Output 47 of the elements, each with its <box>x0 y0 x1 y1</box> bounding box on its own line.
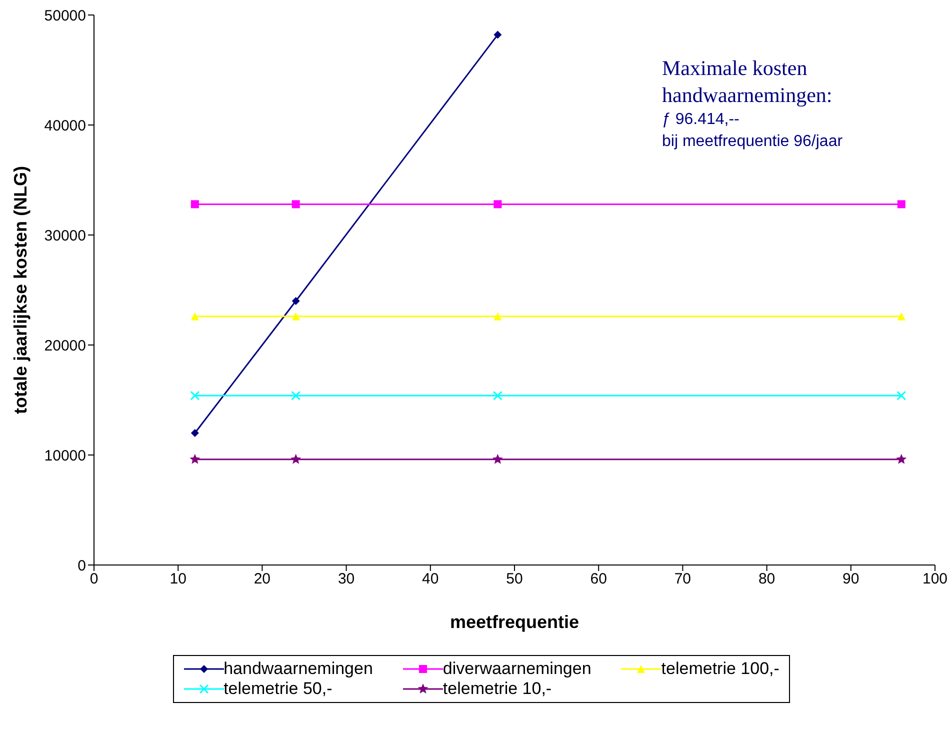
point <box>896 390 906 400</box>
x-tick-label: 100 <box>922 570 948 588</box>
y-tick-label: 0 <box>78 557 86 574</box>
y-tick-label: 50000 <box>44 7 86 24</box>
point <box>190 429 199 437</box>
point <box>494 200 502 208</box>
point <box>896 454 907 464</box>
legend-label: telemetrie 10,- <box>442 679 552 699</box>
x-tick-label: 40 <box>422 570 439 588</box>
x-tick-label: 70 <box>674 570 692 588</box>
point <box>291 390 301 400</box>
point <box>190 312 199 320</box>
point <box>292 312 300 320</box>
y-tick-label: 40000 <box>44 117 86 134</box>
point <box>190 200 199 208</box>
x-tick-label: 0 <box>90 570 98 588</box>
y-tick-label: 10000 <box>44 447 86 464</box>
x-tick-label: 90 <box>842 570 860 588</box>
y-tick-label: 30000 <box>44 227 86 244</box>
point <box>190 454 200 464</box>
point <box>290 454 302 464</box>
point <box>292 297 300 305</box>
annotation: handwaarnemingen: <box>662 82 834 109</box>
x-tick-label: 80 <box>758 570 776 588</box>
point <box>190 390 200 400</box>
point <box>492 454 503 464</box>
x-tick-label: 50 <box>506 570 523 588</box>
x-axis-title: meetfrequentie <box>450 612 580 632</box>
point <box>492 390 502 400</box>
y-axis-title: totale jaarlijkse kosten (NLG) <box>10 166 30 414</box>
x-tick-label: 10 <box>170 570 186 588</box>
x-tick-label: 30 <box>338 570 355 588</box>
point <box>494 312 502 320</box>
legend-label: diverwaarnemingen <box>442 659 592 679</box>
point <box>897 200 906 208</box>
point <box>494 30 502 39</box>
annotation: Maximale kosten <box>662 55 808 82</box>
annotation: bij meetfrequentie 96/jaar <box>662 132 843 152</box>
x-tick-label: 20 <box>254 570 271 588</box>
legend-label: telemetrie 50,- <box>224 679 332 699</box>
annotation: ƒ 96.414,-- <box>662 110 740 130</box>
point <box>292 200 300 208</box>
legend-label: telemetrie 100,- <box>661 659 780 679</box>
point <box>897 312 906 320</box>
legend-label: handwaarnemingen <box>224 659 373 679</box>
x-tick-label: 60 <box>590 570 607 588</box>
y-tick-label: 20000 <box>44 337 86 354</box>
